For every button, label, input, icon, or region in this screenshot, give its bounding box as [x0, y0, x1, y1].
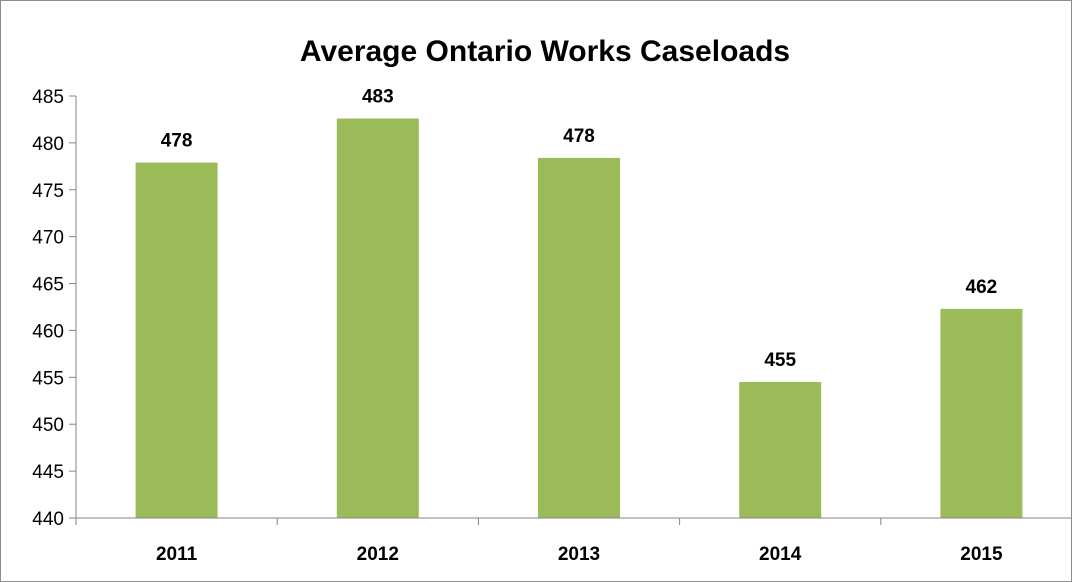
y-tick-label-450: 450	[32, 415, 64, 436]
axes-group: 440 445 450 455 460 465 470 475 480 485 2011 2012 20…	[32, 87, 1072, 565]
y-tick-label-440: 440	[32, 509, 64, 530]
bar-2014	[739, 382, 822, 518]
data-label-2014: 455	[764, 350, 796, 371]
y-tick-label-455: 455	[32, 368, 64, 389]
bar-2013	[538, 157, 620, 519]
x-tick-label-2013: 2013	[558, 544, 600, 565]
bar-2012	[336, 118, 419, 519]
x-tick-label-2012: 2012	[357, 544, 399, 565]
x-tick-label-2015: 2015	[960, 544, 1003, 565]
y-tick-label-475: 475	[32, 181, 64, 202]
bar-2015	[940, 308, 1023, 518]
data-label-2013: 478	[563, 126, 595, 147]
y-tick-label-480: 480	[32, 134, 64, 155]
x-tick-label-2011: 2011	[156, 544, 198, 565]
y-tick-label-485: 485	[32, 87, 64, 108]
data-label-2015: 462	[966, 277, 998, 298]
y-tick-label-470: 470	[32, 228, 64, 249]
x-tick-label-2014: 2014	[759, 544, 802, 565]
y-tick-label-445: 445	[32, 462, 64, 483]
data-label-2011: 478	[161, 131, 193, 152]
data-labels-group: 478 483 478 455 462	[161, 87, 998, 372]
bars-group	[135, 118, 1023, 519]
data-label-2012: 483	[362, 87, 394, 108]
y-tick-label-460: 460	[32, 321, 64, 342]
y-tick-label-465: 465	[32, 275, 64, 296]
chart-title: Average Ontario Works Caseloads	[300, 35, 790, 68]
bar-2011	[135, 162, 218, 519]
